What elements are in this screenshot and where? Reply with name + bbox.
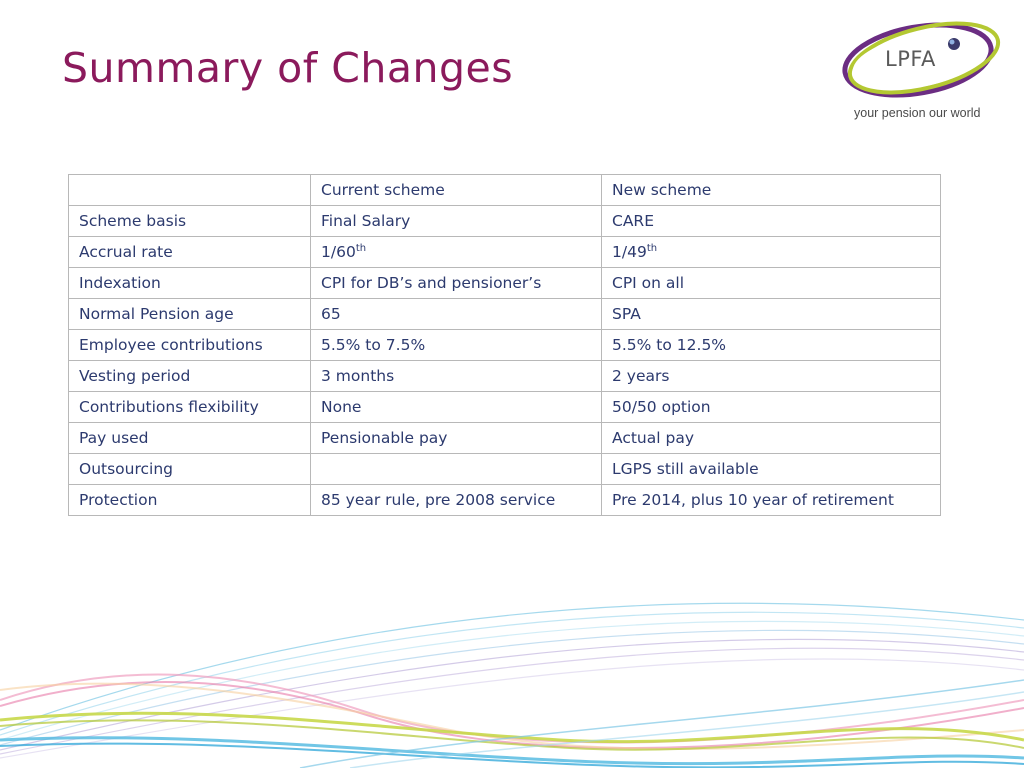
new-scheme-cell: CARE [601,205,941,237]
new-scheme-cell-text: Actual pay [612,429,694,447]
table-row: Protection 85 year rule, pre 2008 service… [68,484,941,516]
row-label-cell-text: Contributions flexibility [79,398,259,416]
header-cell-new: New scheme [601,174,941,206]
row-label-cell-text: Scheme basis [79,212,187,230]
new-scheme-cell-text: Pre 2014, plus 10 year of retirement [612,491,894,509]
current-scheme-cell-text: None [321,398,362,416]
table-header-row: Current scheme New scheme [68,174,941,206]
table-row: Pay used Pensionable pay Actual pay [68,422,941,454]
new-scheme-cell-text: SPA [612,305,641,323]
row-label-cell-text: Vesting period [79,367,191,385]
current-scheme-cell [310,453,602,485]
new-scheme-cell: LGPS still available [601,453,941,485]
logo-swoosh-graphic [842,21,1001,98]
current-scheme-cell-text: 65 [321,305,341,323]
decorative-waves [0,602,1024,768]
row-label-cell: Contributions flexibility [68,391,311,423]
row-label-cell-text: Accrual rate [79,243,173,261]
current-scheme-cell: 3 months [310,360,602,392]
row-label-cell: Normal Pension age [68,298,311,330]
table-row: Outsourcing LGPS still available [68,453,941,485]
table-row: Indexation CPI for DB’s and pensioner’s CP… [68,267,941,299]
new-scheme-cell: 1/49th [601,236,941,268]
current-scheme-cell-text: CPI for DB’s and pensioner’s [321,274,542,292]
current-scheme-cell-text: 1/60 [321,243,356,261]
new-scheme-cell-text: CPI on all [612,274,685,292]
current-scheme-cell: Pensionable pay [310,422,602,454]
current-scheme-cell-text: Final Salary [321,212,411,230]
row-label-cell-text: Pay used [79,429,149,447]
table-row: Scheme basis Final Salary CARE [68,205,941,237]
current-scheme-cell-text: 85 year rule, pre 2008 service [321,491,556,509]
current-scheme-cell: Final Salary [310,205,602,237]
ordinal-suffix: th [646,242,658,254]
table-row: Contributions flexibility None 50/50 optio… [68,391,941,423]
current-scheme-cell-text: Pensionable pay [321,429,448,447]
table-row: Employee contributions 5.5% to 7.5% 5.5% t… [68,329,941,361]
new-scheme-cell-text: 50/50 option [612,398,711,416]
row-label-cell: Vesting period [68,360,311,392]
header-cell-current: Current scheme [310,174,602,206]
lpfa-logo: LPFA your pension our world [838,12,1013,127]
row-label-cell-text: Normal Pension age [79,305,234,323]
logo-text: LPFA [885,47,936,71]
slide-title: Summary of Changes [62,44,514,92]
row-label-cell: Pay used [68,422,311,454]
row-label-cell: Accrual rate [68,236,311,268]
current-scheme-cell: 85 year rule, pre 2008 service [310,484,602,516]
new-scheme-cell-text: LGPS still available [612,460,759,478]
current-scheme-cell: 1/60th [310,236,602,268]
current-scheme-cell: None [310,391,602,423]
row-label-cell: Outsourcing [68,453,311,485]
row-label-cell: Scheme basis [68,205,311,237]
current-scheme-cell-text: 3 months [321,367,395,385]
current-scheme-cell-text: 5.5% to 7.5% [321,336,426,354]
row-label-cell-text: Protection [79,491,158,509]
row-label-cell: Indexation [68,267,311,299]
row-label-cell-text: Outsourcing [79,460,174,478]
new-scheme-cell: 5.5% to 12.5% [601,329,941,361]
header-cell-blank [68,174,311,206]
table-row: Normal Pension age 65 SPA [68,298,941,330]
new-scheme-cell: CPI on all [601,267,941,299]
logo-tagline: your pension our world [854,106,981,120]
new-scheme-cell-text: 1/49 [612,243,647,261]
new-scheme-cell: SPA [601,298,941,330]
new-scheme-cell: Pre 2014, plus 10 year of retirement [601,484,941,516]
row-label-cell-text: Indexation [79,274,161,292]
new-scheme-cell-text: 5.5% to 12.5% [612,336,727,354]
ordinal-suffix: th [355,242,367,254]
table-row: Accrual rate 1/60th 1/49th [68,236,941,268]
row-label-cell: Protection [68,484,311,516]
new-scheme-cell-text: 2 years [612,367,670,385]
current-scheme-cell: 5.5% to 7.5% [310,329,602,361]
table-row: Vesting period 3 months 2 years [68,360,941,392]
current-scheme-cell: CPI for DB’s and pensioner’s [310,267,602,299]
current-scheme-cell: 65 [310,298,602,330]
row-label-cell: Employee contributions [68,329,311,361]
row-label-cell-text: Employee contributions [79,336,263,354]
new-scheme-cell: Actual pay [601,422,941,454]
new-scheme-cell: 2 years [601,360,941,392]
new-scheme-cell: 50/50 option [601,391,941,423]
new-scheme-cell-text: CARE [612,212,654,230]
summary-table: Current scheme New scheme Scheme basis Fi… [68,174,941,516]
